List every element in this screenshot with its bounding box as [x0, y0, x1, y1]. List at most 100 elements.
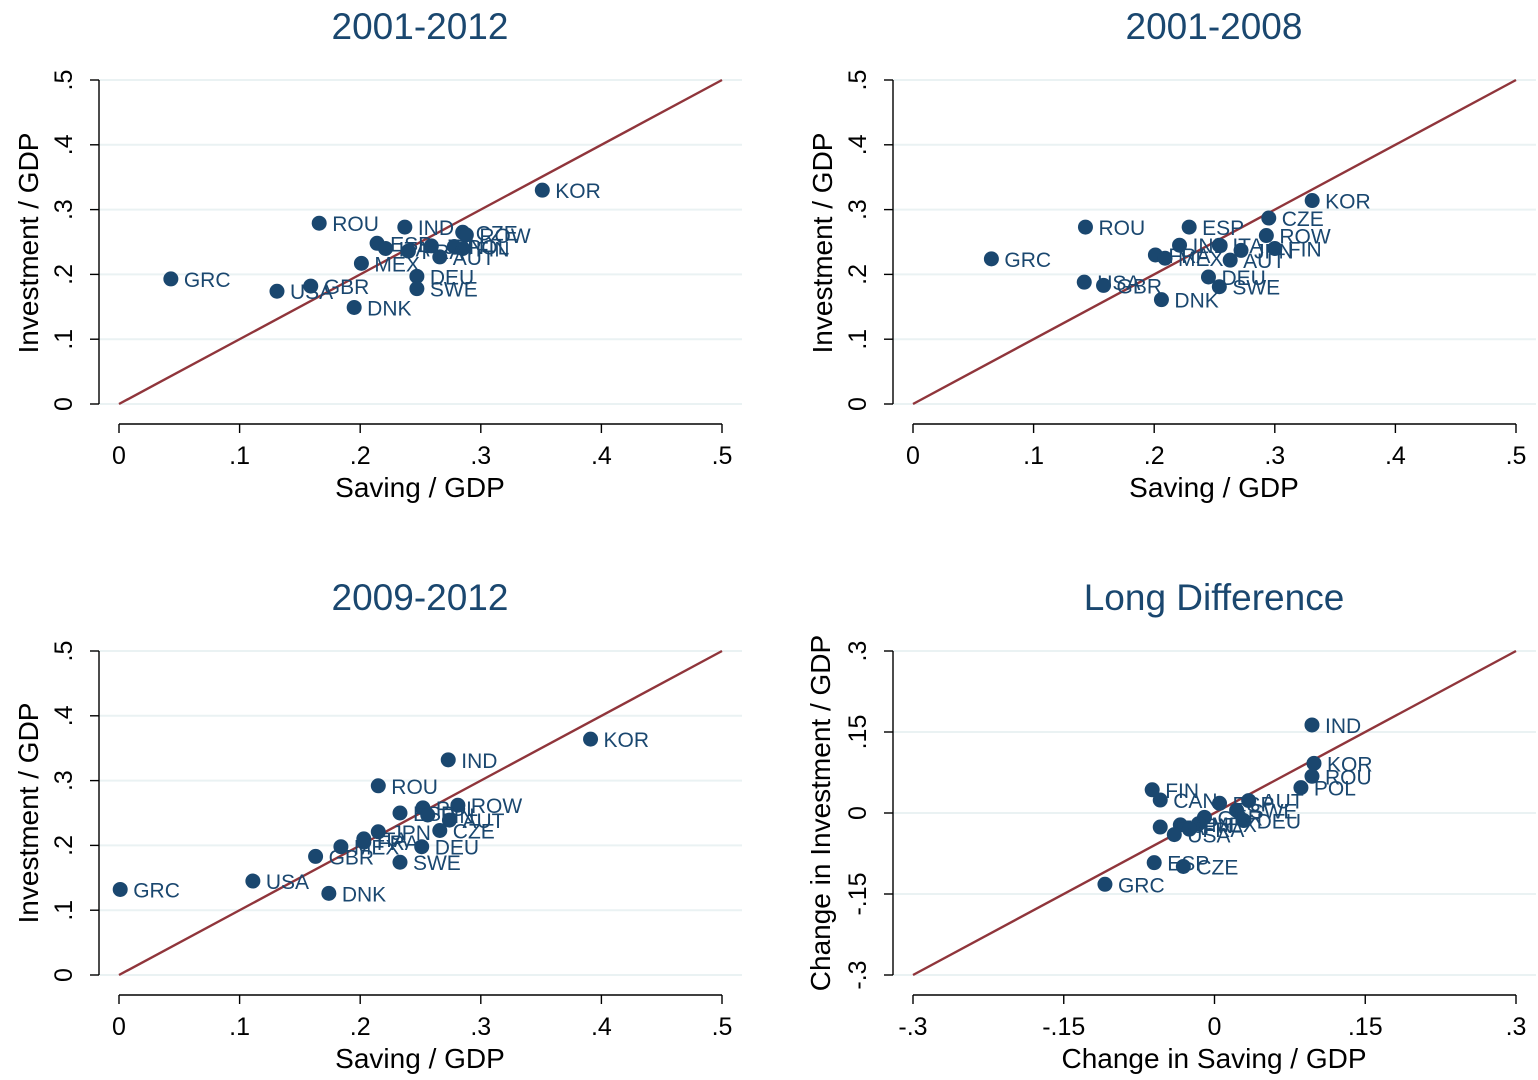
data-label-fra: FRA [421, 241, 463, 264]
data-point-row [458, 227, 474, 243]
data-label-kor: KOR [604, 729, 650, 752]
data-points: KORROUINDCZEROWESPITAJPNPOLFINMEXAUTFRAD… [163, 180, 601, 320]
data-label-jpn: JPN [1193, 815, 1233, 838]
data-point-grc [163, 271, 179, 287]
data-label-grc: GRC [1004, 249, 1051, 272]
data-point-usa [245, 873, 261, 889]
y-axis-title: Investment / GDP [13, 703, 44, 924]
data-label-ind: IND [461, 750, 497, 773]
panel-title: Long Difference [1084, 577, 1345, 618]
x-tick-label: -.3 [898, 1013, 927, 1041]
y-tick-label: .5 [50, 70, 78, 91]
data-label-can: CAN [1173, 790, 1217, 813]
data-point-ind [1304, 717, 1320, 733]
grid [893, 79, 1536, 405]
data-point-jpn [370, 824, 386, 840]
reference-line-45-degree [118, 78, 723, 406]
data-label-fra: FRA [1168, 245, 1210, 268]
data-label-cze: CZE [1196, 856, 1238, 879]
ticks: 0 .1 .2 .3 .4 .5 0 .1 .2 .3 .4 .5 [50, 641, 732, 1041]
data-point-aut [1241, 793, 1257, 809]
data-points: KORINDROUPOLROWESPFINAUTJPNCZEITAMEXFRAD… [112, 729, 650, 906]
y-tick-label: 0 [50, 397, 78, 411]
data-point-jpn [423, 238, 439, 254]
data-label-rou: ROU [332, 213, 379, 236]
data-point-swe [392, 854, 408, 870]
data-label-aut: AUT [462, 810, 504, 833]
x-tick-label: .2 [350, 1013, 371, 1041]
data-point-ind [440, 752, 456, 768]
x-axis-title: Saving / GDP [1129, 472, 1299, 503]
data-label-aut: AUT [1243, 250, 1285, 273]
data-points: INDKORROUPOLFINCANESPAUTSWEGBRDEUMEXJPNI… [1097, 715, 1373, 897]
y-tick-label: .1 [844, 329, 872, 350]
grid [99, 650, 742, 976]
data-point-cze [432, 822, 448, 838]
x-tick-label: 0 [112, 442, 126, 470]
data-point-dnk [1153, 292, 1169, 308]
data-point-esp [1181, 219, 1197, 235]
data-point-rou [311, 215, 327, 231]
data-point-usa [1166, 827, 1182, 843]
data-label-dnk: DNK [1174, 290, 1218, 313]
x-tick-label: .15 [1348, 1013, 1383, 1041]
data-label-ind: IND [1325, 715, 1361, 738]
y-axis-title: Investment / GDP [13, 133, 44, 354]
x-tick-label: .1 [229, 442, 250, 470]
y-tick-label: .3 [50, 770, 78, 791]
data-point-can [1152, 792, 1168, 808]
y-tick-label: .1 [50, 900, 78, 921]
data-label-ind: IND [418, 217, 454, 240]
data-label-pol: POL [1314, 778, 1356, 801]
data-label-mex: MEX [374, 253, 420, 276]
data-point-grc [112, 881, 128, 897]
data-point-esp [1146, 855, 1162, 871]
data-point-mex [353, 255, 369, 271]
x-tick-label: .4 [1385, 442, 1406, 470]
data-label-aut: AUT [453, 247, 495, 270]
data-label-swe: SWE [413, 852, 461, 875]
data-label-deu: DEU [1221, 267, 1265, 290]
data-label-swe: SWE [430, 279, 478, 302]
data-label-deu: DEU [435, 837, 479, 860]
y-tick-label: .4 [50, 134, 78, 155]
data-point-kor [583, 731, 599, 747]
y-tick-label: .3 [844, 641, 872, 662]
x-tick-label: .1 [229, 1013, 250, 1041]
data-point-gbr [308, 848, 324, 864]
data-point-aut [432, 249, 448, 265]
data-point-deu [414, 839, 430, 855]
data-label-aut: AUT [1262, 791, 1304, 814]
y-tick-label: .3 [844, 199, 872, 220]
data-label-jpn: JPN [391, 822, 431, 845]
data-point-jpn [1233, 242, 1249, 258]
data-point-ita [1211, 237, 1227, 253]
y-tick-label: .15 [844, 715, 872, 750]
data-label-row: ROW [479, 225, 531, 248]
x-tick-label: .2 [1144, 442, 1165, 470]
data-point-fin [1267, 240, 1283, 256]
x-tick-label: 0 [112, 1013, 126, 1041]
data-point-esp [1212, 795, 1228, 811]
data-point-usa [269, 283, 285, 299]
data-point-pol [1293, 780, 1309, 796]
data-label-deu: DEU [1257, 811, 1301, 834]
panel-long-difference: Long Difference -.3 -.15 0 .15 .3 -.3 -.15 0 .15… [805, 577, 1536, 1074]
grid [893, 650, 1536, 976]
data-point-gbr [303, 278, 319, 294]
data-label-gbr: GBR [324, 276, 370, 299]
data-label-cze: CZE [476, 222, 518, 245]
data-label-usa: USA [1187, 825, 1230, 848]
data-label-cze: CZE [453, 820, 495, 843]
data-label-ita: ITA [377, 829, 408, 852]
data-label-esp: ESP [1202, 217, 1244, 240]
x-tick-label: .4 [591, 1013, 612, 1041]
data-point-deu [1236, 813, 1252, 829]
y-tick-label: .4 [844, 134, 872, 155]
y-tick-label: .1 [50, 329, 78, 350]
data-label-pol: POL [467, 237, 509, 260]
x-tick-label: .2 [350, 442, 371, 470]
data-point-ind [1172, 237, 1188, 253]
data-point-ita [1152, 819, 1168, 835]
data-label-swe: SWE [1250, 800, 1298, 823]
